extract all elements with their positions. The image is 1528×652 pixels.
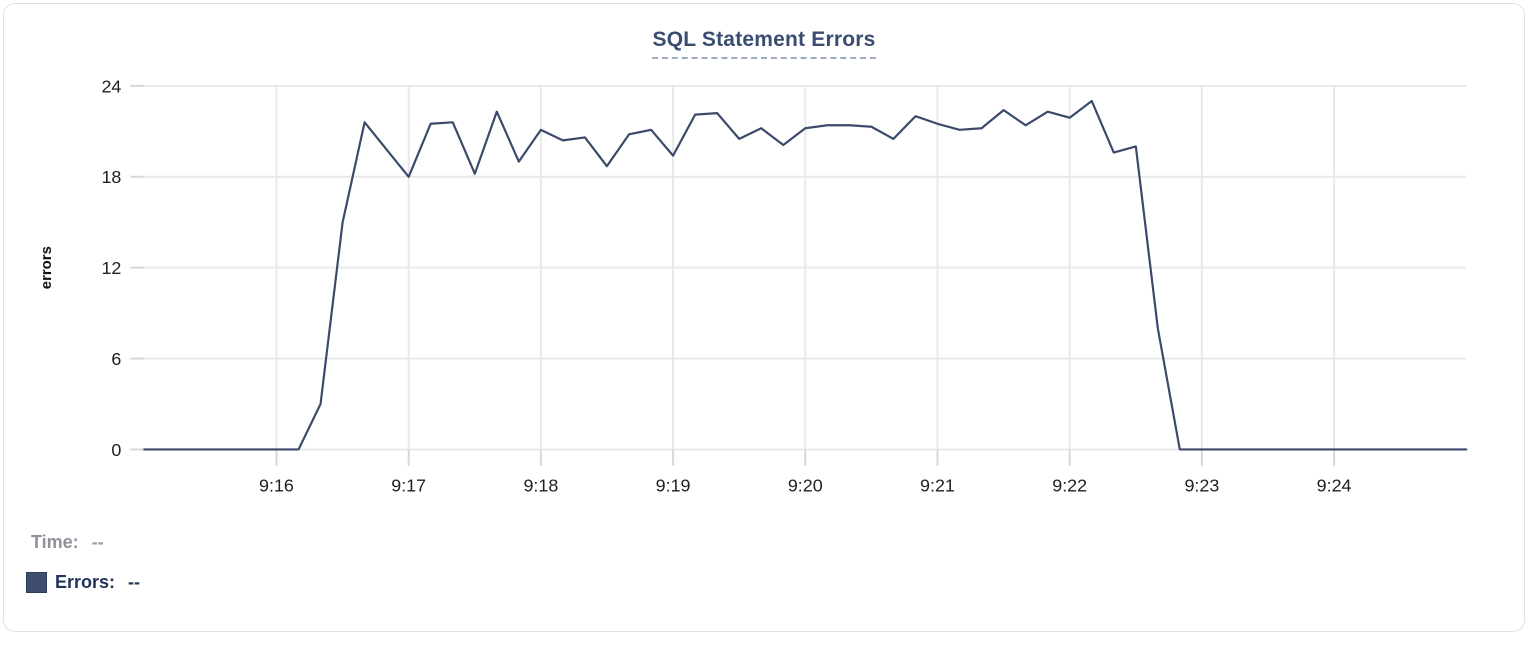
time-readout-label: Time:	[31, 532, 79, 553]
chart-readouts: Time: -- Errors: --	[4, 530, 1524, 596]
x-tick-label: 9:23	[1184, 476, 1219, 496]
y-tick-label: 6	[111, 349, 121, 369]
time-readout-value: --	[91, 532, 104, 553]
errors-readout-label: Errors:	[55, 572, 116, 593]
y-tick-label: 24	[101, 76, 121, 96]
y-tick-label: 12	[101, 258, 121, 278]
errors-series-swatch-icon	[26, 572, 47, 594]
y-tick-label: 18	[101, 167, 121, 187]
time-readout: Time: --	[26, 530, 1524, 556]
chart-title-row: SQL Statement Errors	[4, 28, 1524, 62]
x-tick-label: 9:18	[523, 476, 558, 496]
y-axis-title: errors	[38, 246, 55, 289]
x-tick-label: 9:21	[920, 476, 955, 496]
errors-series-line	[143, 99, 1468, 451]
x-tick-label: 9:17	[391, 476, 426, 496]
x-tick-label: 9:19	[656, 476, 691, 496]
errors-legend-item[interactable]: Errors: --	[26, 570, 1524, 596]
chart-title[interactable]: SQL Statement Errors	[652, 28, 876, 59]
x-tick-label: 9:22	[1052, 476, 1087, 496]
x-tick-label: 9:20	[788, 476, 823, 496]
y-tick-label: 0	[111, 440, 121, 460]
errors-readout-value: --	[128, 572, 141, 593]
x-tick-label: 9:24	[1317, 476, 1352, 496]
errors-line-chart[interactable]: 0 6 12 18 24 9:16 9:17 9:18 9:19 9:20 9:21 9:22 9:23…	[4, 62, 1524, 512]
x-tick-label: 9:16	[259, 476, 294, 496]
chart-card: SQL Statement Errors 0 6 12 18 24 9:16 9:17 9:1…	[3, 3, 1525, 632]
